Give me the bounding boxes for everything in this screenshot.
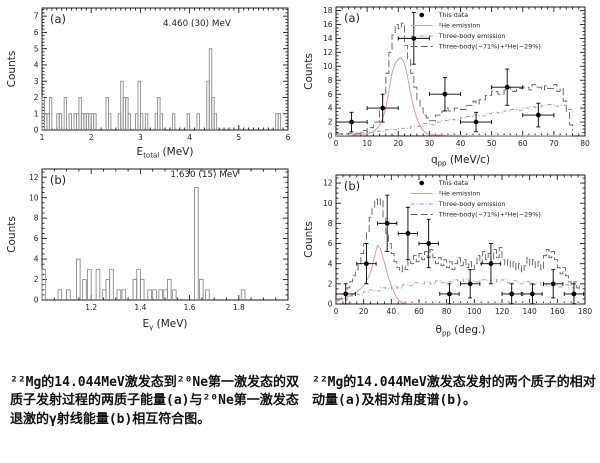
svg-text:1: 1 <box>40 133 45 142</box>
svg-text:18: 18 <box>323 6 333 15</box>
svg-text:(a): (a) <box>344 11 360 25</box>
svg-text:²He emission: ²He emission <box>439 190 481 198</box>
svg-text:Eγ (MeV): Eγ (MeV) <box>142 318 187 331</box>
svg-text:10: 10 <box>362 139 372 148</box>
svg-text:8: 8 <box>34 214 39 223</box>
svg-text:120: 120 <box>495 307 510 316</box>
svg-text:0: 0 <box>334 307 339 316</box>
svg-text:0: 0 <box>334 139 339 148</box>
svg-text:160: 160 <box>550 307 565 316</box>
svg-text:50: 50 <box>487 139 497 148</box>
svg-text:20: 20 <box>393 139 403 148</box>
svg-text:100: 100 <box>467 307 482 316</box>
svg-text:10: 10 <box>29 193 39 202</box>
svg-text:10: 10 <box>323 62 333 71</box>
svg-text:70: 70 <box>549 139 559 148</box>
svg-text:Counts: Counts <box>303 221 315 258</box>
svg-text:0: 0 <box>328 132 333 141</box>
svg-text:14: 14 <box>323 34 333 43</box>
svg-text:(a): (a) <box>50 12 66 26</box>
svg-text:This data: This data <box>438 179 469 187</box>
svg-text:10: 10 <box>323 199 333 208</box>
svg-text:2: 2 <box>328 279 333 288</box>
svg-text:80: 80 <box>580 139 590 148</box>
plot-rel-angle-container: 0 20 40 60 80 100 120 140 160 180 0 2 4 6 8 10 12 θpp (de… <box>303 167 597 341</box>
svg-text:2: 2 <box>328 118 333 127</box>
svg-text:Counts: Counts <box>303 53 315 90</box>
caption-right: ²²Mg的14.044MeV激发态发射的两个质子的相对动量(a)及相对角度谱(b… <box>312 375 596 409</box>
svg-text:4: 4 <box>187 133 192 142</box>
svg-text:30: 30 <box>425 139 435 148</box>
svg-text:4: 4 <box>328 259 333 268</box>
svg-text:3: 3 <box>138 133 143 142</box>
svg-text:1.4: 1.4 <box>134 303 146 312</box>
svg-text:Etotal (MeV): Etotal (MeV) <box>137 146 194 159</box>
svg-text:6: 6 <box>328 90 333 99</box>
relative-momentum-spectrum: 0 10 20 30 40 50 60 70 80 0 2 4 6 8 10 12 14 16 18 qpp (MeV… <box>303 6 590 167</box>
svg-text:1.630 (15) MeV: 1.630 (15) MeV <box>170 170 238 180</box>
svg-text:5: 5 <box>236 133 241 142</box>
relative-angle-spectrum: 0 20 40 60 80 100 120 140 160 180 0 2 4 6 8 10 12 θpp (de… <box>303 174 593 338</box>
plot-gamma-energy-container: 1.2 1.4 1.6 1.8 2 0 2 4 6 8 10 12 Eγ (MeV) Counts (b) 1… <box>6 161 298 335</box>
svg-text:Three-body emission: Three-body emission <box>438 32 506 40</box>
svg-text:8: 8 <box>328 76 333 85</box>
caption-left: ²²Mg的14.044MeV激发态到²⁰Ne第一激发态的双质子发射过程的两质子能… <box>10 375 300 427</box>
svg-text:16: 16 <box>323 20 333 29</box>
svg-text:12: 12 <box>29 173 39 182</box>
svg-text:60: 60 <box>414 307 424 316</box>
svg-text:1: 1 <box>34 109 39 118</box>
svg-text:6: 6 <box>34 234 39 243</box>
svg-text:80: 80 <box>442 307 452 316</box>
svg-text:2: 2 <box>34 275 39 284</box>
plot-rel-momentum-container: 0 10 20 30 40 50 60 70 80 0 2 4 6 8 10 12 14 16 18 qpp (MeV… <box>303 1 597 171</box>
svg-text:0: 0 <box>34 126 39 135</box>
svg-text:4: 4 <box>34 255 39 264</box>
svg-text:7: 7 <box>34 12 39 21</box>
svg-text:180: 180 <box>578 307 593 316</box>
svg-text:2: 2 <box>286 303 291 312</box>
svg-text:6: 6 <box>286 133 291 142</box>
svg-text:6: 6 <box>34 28 39 37</box>
svg-text:40: 40 <box>387 307 397 316</box>
svg-text:140: 140 <box>523 307 538 316</box>
svg-text:0: 0 <box>328 300 333 309</box>
svg-text:1.6: 1.6 <box>184 303 196 312</box>
svg-text:Counts: Counts <box>6 51 18 88</box>
svg-text:4: 4 <box>328 104 333 113</box>
svg-text:12: 12 <box>323 48 333 57</box>
plot-energy-sum-container: 1 2 3 4 5 6 0 1 2 3 4 5 6 7 Etotal (MeV) Counts (a) 4.460… <box>6 2 298 163</box>
svg-text:1.8: 1.8 <box>233 303 245 312</box>
svg-text:Three-body(~71%)+²He(~29%): Three-body(~71%)+²He(~29%) <box>438 211 541 219</box>
svg-text:20: 20 <box>359 307 369 316</box>
gamma-energy-histogram: 1.2 1.4 1.6 1.8 2 0 2 4 6 8 10 12 Eγ (MeV) Counts (b) 1… <box>6 168 291 332</box>
svg-text:3: 3 <box>34 77 39 86</box>
svg-text:8: 8 <box>328 219 333 228</box>
svg-text:5: 5 <box>34 44 39 53</box>
svg-text:2: 2 <box>89 133 94 142</box>
svg-text:4: 4 <box>34 61 39 70</box>
svg-text:Three-body emission: Three-body emission <box>438 200 506 208</box>
svg-text:Three-body(~71%)+²He(~29%): Three-body(~71%)+²He(~29%) <box>438 43 541 51</box>
svg-text:0: 0 <box>34 296 39 305</box>
svg-text:(b): (b) <box>50 173 66 187</box>
svg-text:(b): (b) <box>344 179 360 193</box>
svg-text:4.460 (30) MeV: 4.460 (30) MeV <box>163 19 231 29</box>
svg-text:This data: This data <box>438 11 469 19</box>
svg-text:²He emission: ²He emission <box>439 22 481 30</box>
svg-text:Counts: Counts <box>6 216 18 253</box>
svg-text:60: 60 <box>518 139 528 148</box>
svg-text:2: 2 <box>34 93 39 102</box>
svg-text:qpp (MeV/c): qpp (MeV/c) <box>431 154 490 167</box>
svg-text:40: 40 <box>456 139 466 148</box>
svg-text:6: 6 <box>328 239 333 248</box>
svg-text:1.2: 1.2 <box>85 303 97 312</box>
svg-text:θpp (deg.): θpp (deg.) <box>436 324 486 337</box>
svg-text:12: 12 <box>323 179 333 188</box>
